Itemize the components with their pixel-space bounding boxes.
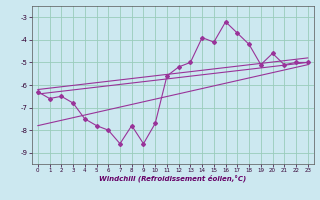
X-axis label: Windchill (Refroidissement éolien,°C): Windchill (Refroidissement éolien,°C) bbox=[99, 175, 246, 182]
